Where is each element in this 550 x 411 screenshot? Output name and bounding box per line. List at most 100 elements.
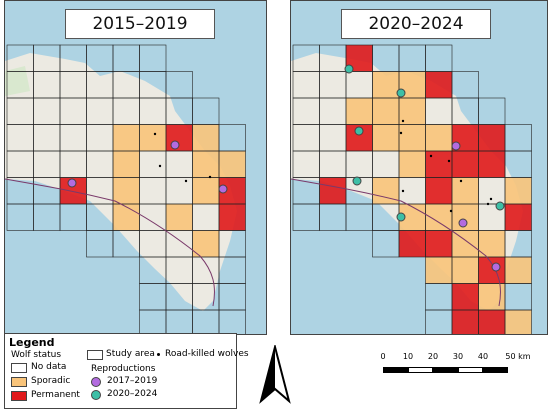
road-killed-wolf — [401, 189, 405, 193]
legend-label-2017-2019: 2017–2019 — [107, 376, 158, 386]
grid-cell-sporadic — [113, 124, 140, 151]
grid-cell-permanent — [478, 124, 505, 151]
grid-cell-sporadic — [399, 151, 426, 178]
road-killed-wolf — [158, 164, 162, 168]
grid-cell-sporadic — [452, 230, 479, 257]
reproduction-2017-2019 — [218, 184, 228, 194]
legend-dot-2017-2019 — [91, 377, 101, 387]
scale-bar: 0 10 20 30 40 50 km — [380, 352, 533, 382]
grid-cell-permanent — [425, 230, 452, 257]
grid-cell-sporadic — [425, 124, 452, 151]
scale-tick: 50 km — [505, 352, 531, 361]
grid-cell-permanent — [219, 204, 246, 231]
legend-heading: Legend — [9, 336, 55, 349]
grid-cell-permanent — [425, 71, 452, 98]
grid-cell-sporadic — [505, 177, 532, 204]
legend-label-permanent: Permanent — [31, 390, 80, 400]
reproduction-2017-2019 — [491, 262, 501, 272]
scale-segment — [408, 367, 433, 373]
legend: Legend Wolf status No data Sporadic Perm… — [4, 333, 249, 409]
map-panel-2020-2024: 2020–2024 — [290, 0, 548, 335]
road-killed-wolf — [447, 159, 451, 163]
scale-segment — [433, 367, 458, 373]
map-2015-2019 — [5, 1, 266, 334]
legend-swatch-permanent — [11, 391, 27, 401]
grid-cell-sporadic — [192, 177, 219, 204]
road-killed-wolf — [184, 179, 188, 183]
scale-segment — [483, 367, 508, 373]
grid-cell-sporadic — [113, 151, 140, 178]
legend-label-road-killed: Road-killed wolves — [165, 349, 249, 359]
road-killed-wolf — [486, 202, 490, 206]
road-killed-wolf — [449, 209, 453, 213]
grid-cell-sporadic — [346, 98, 373, 125]
scale-tick: 40 — [477, 352, 489, 361]
grid-cell-permanent — [478, 151, 505, 178]
grid-cell-permanent — [166, 124, 193, 151]
scale-segment — [458, 367, 483, 373]
grid-cell-sporadic — [192, 230, 219, 257]
grid-cell-sporadic — [372, 71, 399, 98]
reproduction-2017-2019 — [458, 218, 468, 228]
road-killed-wolf — [429, 154, 433, 158]
grid-cell-permanent — [319, 177, 346, 204]
grid-cell-sporadic — [113, 204, 140, 231]
map-panel-2015-2019: 2015–2019 — [4, 0, 267, 335]
grid-cell-sporadic — [478, 283, 505, 310]
legend-reproductions-label: Reproductions — [91, 364, 156, 374]
grid-cell-sporadic — [478, 230, 505, 257]
grid-cell-permanent — [452, 283, 479, 310]
scale-tick: 0 — [380, 352, 386, 361]
grid-cell-sporadic — [505, 310, 532, 334]
grid-cell-sporadic — [139, 124, 166, 151]
map-2020-2024 — [291, 1, 547, 334]
grid-cell-sporadic — [399, 124, 426, 151]
grid-cell-sporadic — [192, 124, 219, 151]
scale-segment — [383, 367, 408, 373]
legend-label-2020-2024: 2020–2024 — [107, 389, 158, 399]
grid-cell-sporadic — [452, 257, 479, 284]
grid-cell-outline — [218, 309, 246, 334]
legend-wolf-status-label: Wolf status — [11, 350, 62, 360]
legend-label-study-area: Study area — [106, 349, 155, 359]
reproduction-2020-2024 — [344, 64, 354, 74]
legend-label-sporadic: Sporadic — [31, 376, 71, 386]
grid-cell-sporadic — [113, 177, 140, 204]
scale-tick: 20 — [427, 352, 439, 361]
grid-cell-sporadic — [425, 204, 452, 231]
legend-label-no-data: No data — [31, 362, 67, 372]
reproduction-2020-2024 — [352, 176, 362, 186]
reproduction-2020-2024 — [396, 212, 406, 222]
scale-tick: 10 — [402, 352, 414, 361]
road-killed-wolf — [401, 119, 405, 123]
grid-cell-permanent — [452, 310, 479, 334]
grid-cell-sporadic — [452, 177, 479, 204]
legend-swatch-no-data — [11, 363, 27, 373]
grid-cell-permanent — [452, 151, 479, 178]
road-killed-symbol — [157, 353, 160, 356]
reproduction-2020-2024 — [396, 88, 406, 98]
grid-cell-permanent — [505, 204, 532, 231]
grid-cell-sporadic — [219, 151, 246, 178]
grid-cell-sporadic — [192, 151, 219, 178]
panel-title-2015-2019: 2015–2019 — [65, 9, 215, 39]
reproduction-2017-2019 — [451, 141, 461, 151]
reproduction-2020-2024 — [354, 126, 364, 136]
grid-cell-permanent — [478, 310, 505, 334]
grid-cell-outline — [504, 309, 532, 334]
reproduction-2017-2019 — [67, 178, 77, 188]
north-arrow-icon — [259, 345, 291, 404]
road-killed-wolf — [153, 132, 157, 136]
scale-tick: 30 — [452, 352, 464, 361]
panel-title-2020-2024: 2020–2024 — [341, 9, 491, 39]
road-killed-wolf — [399, 131, 403, 135]
reproduction-2017-2019 — [170, 140, 180, 150]
road-killed-wolf — [208, 175, 212, 179]
grid-cell-sporadic — [505, 257, 532, 284]
reproduction-2020-2024 — [495, 201, 505, 211]
grid-cell-sporadic — [372, 98, 399, 125]
grid-cell-sporadic — [372, 124, 399, 151]
grid-cell-sporadic — [166, 204, 193, 231]
road-killed-wolf — [489, 197, 493, 201]
legend-dot-2020-2024 — [91, 390, 101, 400]
